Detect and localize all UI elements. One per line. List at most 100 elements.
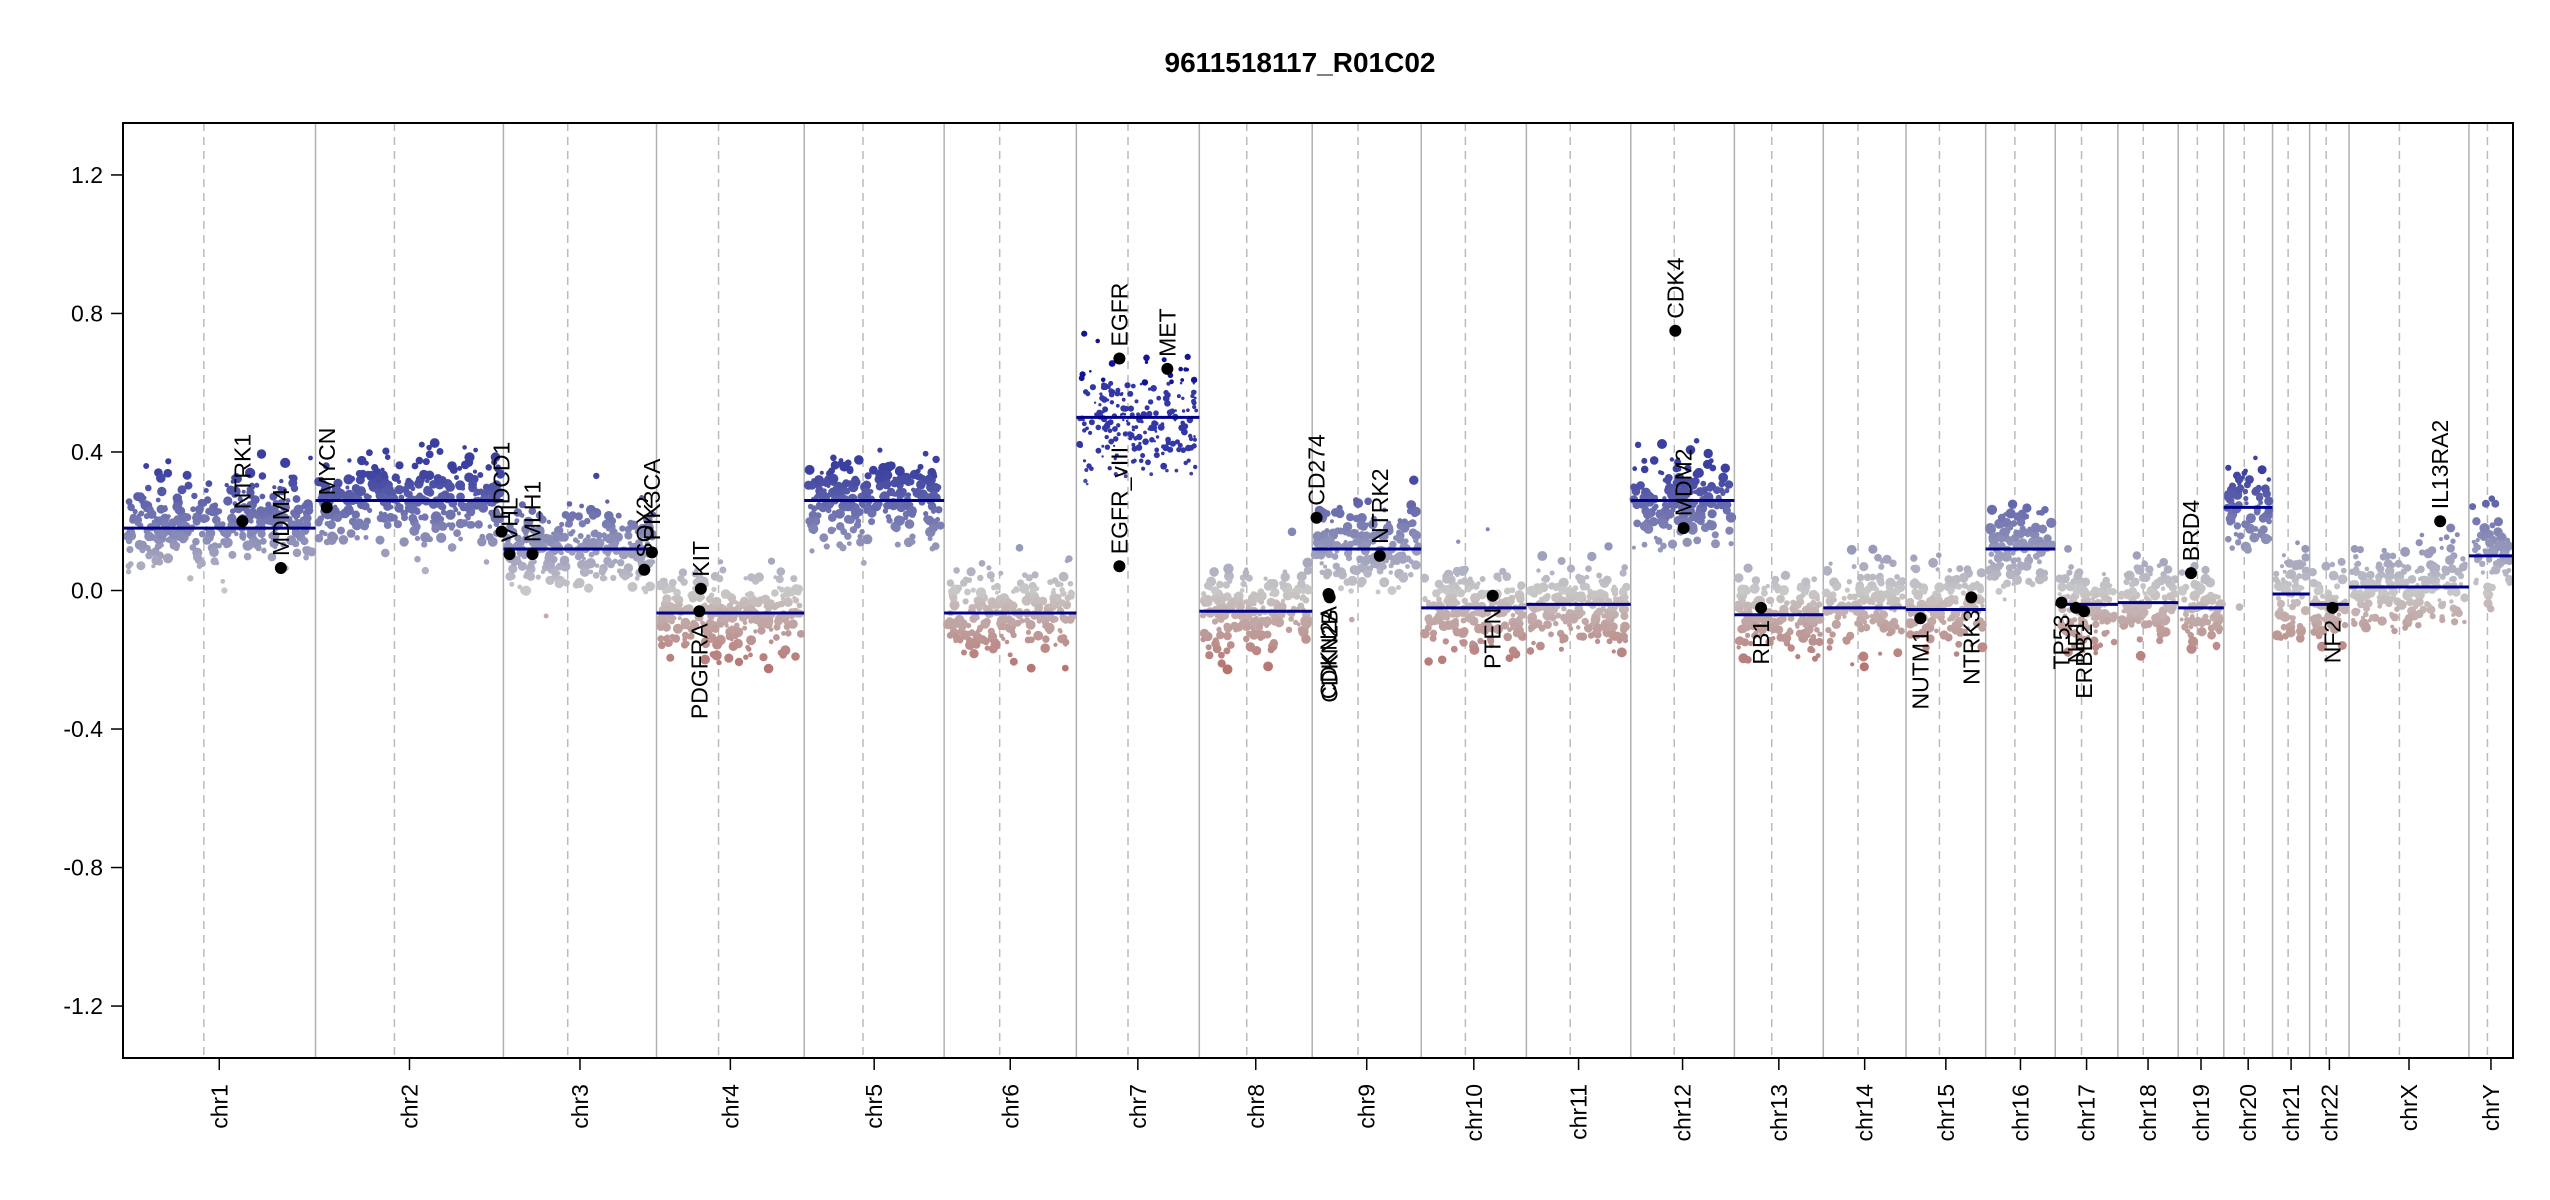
cnv-point	[871, 501, 882, 512]
cnv-point	[1657, 547, 1664, 553]
cnv-point	[1103, 428, 1108, 433]
cnv-point	[1622, 594, 1629, 601]
gene-marker	[1161, 362, 1174, 375]
cnv-point	[1640, 465, 1649, 474]
cnv-point	[1999, 562, 2004, 568]
cnv-point	[828, 473, 839, 484]
cnv-point	[1743, 563, 1753, 573]
cnv-point	[974, 630, 980, 636]
cnv-point	[1701, 506, 1707, 513]
cnv-point	[262, 547, 267, 552]
cnv-point	[1887, 586, 1895, 593]
cnv-point	[330, 506, 340, 516]
cnv-point	[1099, 392, 1103, 396]
cnv-point	[2070, 578, 2078, 585]
cnv-point	[521, 553, 527, 560]
cnv-point	[143, 463, 150, 469]
cnv-point	[2431, 570, 2438, 577]
cnv-point	[473, 492, 478, 497]
x-axis: chr1 chr2 chr3 chr4 chr5 chr6 chr7 chr8 chr9 chr1…	[123, 1057, 2513, 1142]
cnv-point	[2037, 536, 2044, 543]
cnv-point	[1553, 586, 1559, 592]
cnv-point	[1154, 447, 1160, 453]
gene-marker	[1677, 522, 1690, 535]
cnv-point	[711, 586, 717, 593]
cnv-point	[1058, 571, 1069, 582]
cnv-point	[708, 633, 717, 642]
cnv-point	[192, 537, 200, 546]
cnv-point	[970, 630, 975, 635]
cnv-point	[254, 482, 260, 488]
cnv-point	[1113, 472, 1118, 477]
cnv-point	[1749, 583, 1760, 594]
cnv-point	[546, 519, 552, 525]
cnv-point	[1542, 574, 1551, 583]
cnv-point	[1246, 630, 1253, 637]
cnv-point	[1122, 431, 1129, 437]
cnv-point	[791, 652, 800, 661]
cnv-point	[1040, 643, 1050, 653]
cnv-point	[2475, 538, 2480, 543]
cnv-point	[360, 477, 365, 483]
x-tick-label: chr17	[2074, 1084, 2100, 1142]
cnv-point	[233, 505, 239, 510]
cnv-point	[2043, 534, 2052, 543]
cnv-point	[1461, 597, 1469, 604]
cnv-point	[1897, 579, 1903, 585]
cnv-point	[1337, 527, 1345, 535]
cnv-point	[508, 564, 518, 574]
cnv-point	[1131, 442, 1136, 447]
cnv-point	[2460, 556, 2466, 562]
cnv-point	[2254, 487, 2261, 494]
cnv-point	[722, 605, 728, 610]
cnv-point	[1651, 505, 1658, 512]
cnv-point	[2353, 571, 2358, 576]
cnv-point	[1396, 570, 1402, 576]
cnv-point	[2266, 518, 2272, 525]
cnv-point	[2235, 603, 2244, 611]
cnv-point	[2364, 566, 2370, 572]
cnv-point	[274, 490, 281, 497]
cnv-point	[2366, 570, 2375, 580]
cnv-point	[1180, 378, 1185, 382]
cnv-point	[2015, 557, 2022, 563]
cnv-point	[1409, 475, 1419, 485]
cnv-point	[1826, 637, 1834, 645]
cnv-point	[290, 484, 299, 493]
cnv-point	[994, 645, 999, 649]
cnv-point	[1209, 567, 1219, 577]
cnv-point	[1166, 381, 1171, 386]
cnv-point	[783, 597, 793, 607]
cnv-point	[418, 441, 425, 448]
cnv-point	[809, 548, 815, 554]
cnv-point	[1887, 620, 1895, 629]
cnv-point	[746, 635, 757, 646]
cnv-point	[1233, 627, 1239, 633]
cnv-point	[1767, 598, 1771, 602]
cnv-point	[1167, 446, 1174, 453]
cnv-point	[1081, 421, 1087, 427]
cnv-point	[1379, 577, 1390, 588]
cnv-point	[2317, 641, 2327, 652]
cnv-point	[314, 518, 323, 527]
cnv-point	[1006, 625, 1012, 631]
cnv-point	[1387, 586, 1397, 595]
cnv-point	[239, 531, 246, 538]
cnv-point	[766, 599, 775, 608]
cnv-point	[2300, 606, 2311, 616]
cnv-point	[965, 622, 972, 629]
gene-label: CDKN2B	[1317, 609, 1343, 702]
cnv-point	[1211, 586, 1220, 595]
cnv-point	[1832, 597, 1837, 603]
cnv-point	[2427, 546, 2437, 555]
cnv-point	[396, 505, 403, 512]
cnv-point	[1893, 648, 1903, 658]
cnv-point	[1001, 604, 1011, 614]
cnv-point	[1708, 458, 1714, 464]
cnv-point	[1160, 422, 1165, 426]
cnv-point	[2478, 531, 2485, 538]
cnv-point	[168, 518, 178, 527]
cnv-point	[1216, 580, 1224, 589]
cnv-point	[792, 595, 797, 601]
cnv-point	[579, 503, 584, 509]
